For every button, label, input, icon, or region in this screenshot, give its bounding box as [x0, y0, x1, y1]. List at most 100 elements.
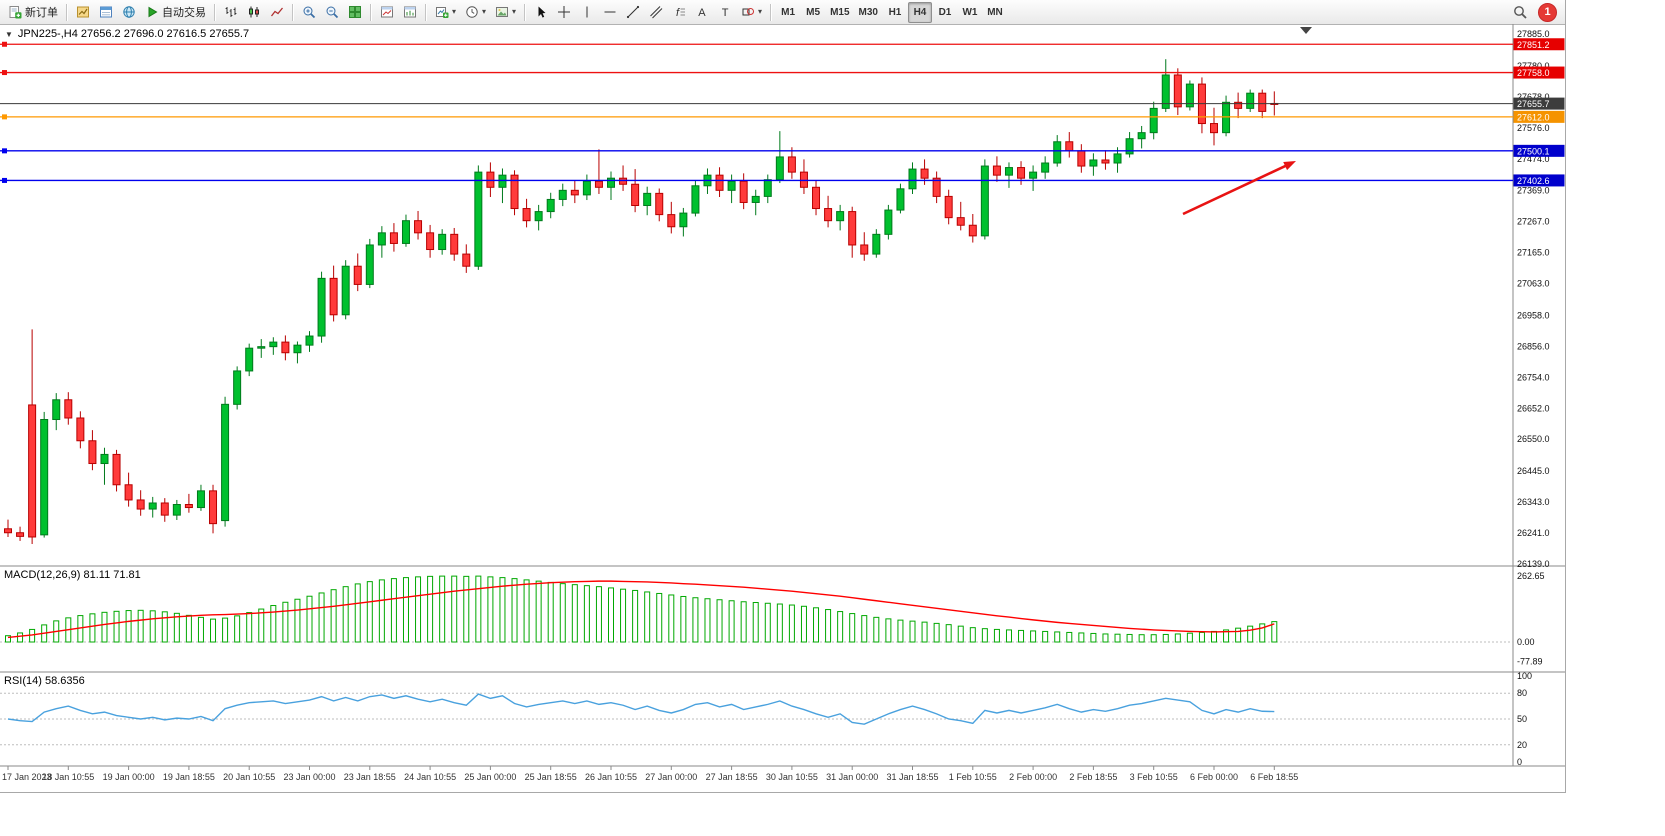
time-label: 1 Feb 10:55	[949, 772, 997, 782]
chart-window-icon	[381, 6, 393, 18]
terminal-window: 新订单 自动交易	[0, 0, 1566, 793]
macd-hist-bar	[137, 609, 144, 643]
price-tick-label: 26652.0	[1517, 403, 1550, 413]
candle-bear	[1077, 150, 1086, 167]
zoom-out-button[interactable]	[321, 2, 343, 23]
macd-hist-bar	[282, 601, 289, 643]
macd-hist-bar	[149, 610, 156, 643]
arrow-annotation-head[interactable]	[1283, 161, 1296, 171]
label-tool-button[interactable]: T	[714, 2, 736, 23]
shapes-tool-button[interactable]: ▾	[737, 2, 766, 23]
vertical-line-tool-button[interactable]	[576, 2, 598, 23]
candle-bear	[1065, 141, 1074, 152]
candle-bull	[908, 168, 917, 190]
svg-text:f: f	[676, 7, 680, 19]
macd-hist-bar	[113, 610, 120, 643]
chart-window-button[interactable]	[376, 2, 398, 23]
line-handle[interactable]	[2, 114, 7, 120]
price-badge-label: 27655.7	[1517, 99, 1550, 109]
line-handle[interactable]	[2, 41, 7, 47]
new-order-button[interactable]: 新订单	[4, 2, 62, 23]
macd-hist-bar	[656, 592, 663, 643]
macd-hist-bar	[680, 595, 687, 643]
candle-bear	[329, 277, 338, 316]
timeframe-MN[interactable]: MN	[983, 2, 1007, 23]
market-watch-button[interactable]	[72, 2, 94, 23]
timeframe-M30[interactable]: M30	[855, 2, 882, 23]
cursor-icon	[538, 6, 546, 18]
channel-tool-button[interactable]	[645, 2, 667, 23]
price-badge	[1513, 38, 1565, 51]
line-chart-button[interactable]	[266, 2, 288, 23]
chart-area: 27885.0 27780.0 27678.0 27576.0 27474.0 27369…	[0, 24, 1565, 792]
timeframe-D1[interactable]: D1	[933, 2, 957, 23]
timeframe-W1[interactable]: W1	[958, 2, 982, 23]
candle-bear	[799, 171, 808, 188]
search-icon	[1514, 6, 1527, 19]
macd-hist-bar	[620, 588, 627, 643]
collapse-icon[interactable]: ▼	[5, 29, 13, 39]
data-window-button[interactable]	[95, 2, 117, 23]
macd-hist-bar	[716, 599, 723, 643]
timeframe-H1[interactable]: H1	[883, 2, 907, 23]
toolbar-separator	[770, 3, 773, 21]
candle-bear	[486, 171, 495, 188]
candle-bear	[860, 244, 869, 255]
timeframe-M1[interactable]: M1	[776, 2, 800, 23]
macd-hist-bar	[885, 618, 892, 643]
rsi-axis-label: 100	[1517, 671, 1532, 681]
candle-bull	[196, 490, 205, 509]
right-shift-marker[interactable]	[1300, 27, 1312, 34]
fibonacci-tool-button[interactable]: f	[668, 2, 690, 23]
macd-hist-bar	[1235, 627, 1242, 643]
macd-hist-bar	[210, 618, 217, 643]
price-badge-label: 27612.0	[1517, 112, 1550, 122]
macd-hist-bar	[161, 611, 168, 643]
timeframe-H4[interactable]: H4	[907, 1, 932, 23]
zoom-out-icon	[326, 6, 339, 19]
template-button[interactable]: ▾	[491, 2, 520, 23]
search-button[interactable]	[1509, 2, 1531, 23]
chart-canvas[interactable]: 27885.0 27780.0 27678.0 27576.0 27474.0 27369…	[0, 24, 1565, 792]
dropdown-arrow-icon: ▾	[452, 7, 457, 16]
text-tool-button[interactable]: A	[691, 2, 713, 23]
cursor-tool-button[interactable]	[530, 2, 552, 23]
navigator-button[interactable]	[118, 2, 140, 23]
period-button[interactable]: ▾	[461, 2, 490, 23]
new-chart-button[interactable]: ▾	[431, 2, 460, 23]
time-label: 2 Feb 00:00	[1009, 772, 1057, 782]
timeframe-M15[interactable]: M15	[826, 2, 853, 23]
arrow-annotation-line[interactable]	[1182, 163, 1289, 216]
bar-chart-button[interactable]	[220, 2, 242, 23]
auto-trading-button[interactable]: 自动交易	[141, 2, 210, 23]
candlestick-chart-button[interactable]	[243, 2, 265, 23]
candle-bear	[136, 499, 145, 510]
trendline-tool-button[interactable]	[622, 2, 644, 23]
macd-hist-bar	[439, 575, 446, 643]
notification-badge[interactable]: 1	[1538, 2, 1557, 22]
fibonacci-icon: f	[676, 7, 686, 19]
dropdown-arrow-icon: ▾	[482, 7, 487, 16]
macd-hist-bar	[764, 602, 771, 643]
crosshair-tool-button[interactable]	[553, 2, 575, 23]
candle-bull	[546, 198, 555, 213]
zoom-in-button[interactable]	[298, 2, 320, 23]
macd-label: MACD(12,26,9) 81.11 71.81	[4, 569, 141, 581]
line-handle[interactable]	[2, 177, 7, 183]
timeframe-M5[interactable]: M5	[801, 2, 825, 23]
horizontal-line-icon	[604, 11, 616, 13]
tile-windows-button[interactable]	[344, 2, 366, 23]
candle-bull	[377, 232, 386, 246]
symbol-info: ▼ JPN225-,H4 27656.2 27696.0 27616.5 276…	[5, 28, 249, 40]
line-handle[interactable]	[2, 70, 7, 76]
candle-bull	[401, 220, 410, 244]
rsi-line	[7, 693, 1275, 725]
candle-bull	[1029, 171, 1038, 179]
candle-bear	[631, 183, 640, 207]
horizontal-line-tool-button[interactable]	[599, 2, 621, 23]
chart-window-2-button[interactable]	[399, 2, 421, 23]
macd-hist-bar	[933, 622, 940, 643]
candle-bull	[727, 180, 736, 191]
line-handle[interactable]	[2, 148, 7, 154]
macd-hist-bar	[692, 597, 699, 643]
